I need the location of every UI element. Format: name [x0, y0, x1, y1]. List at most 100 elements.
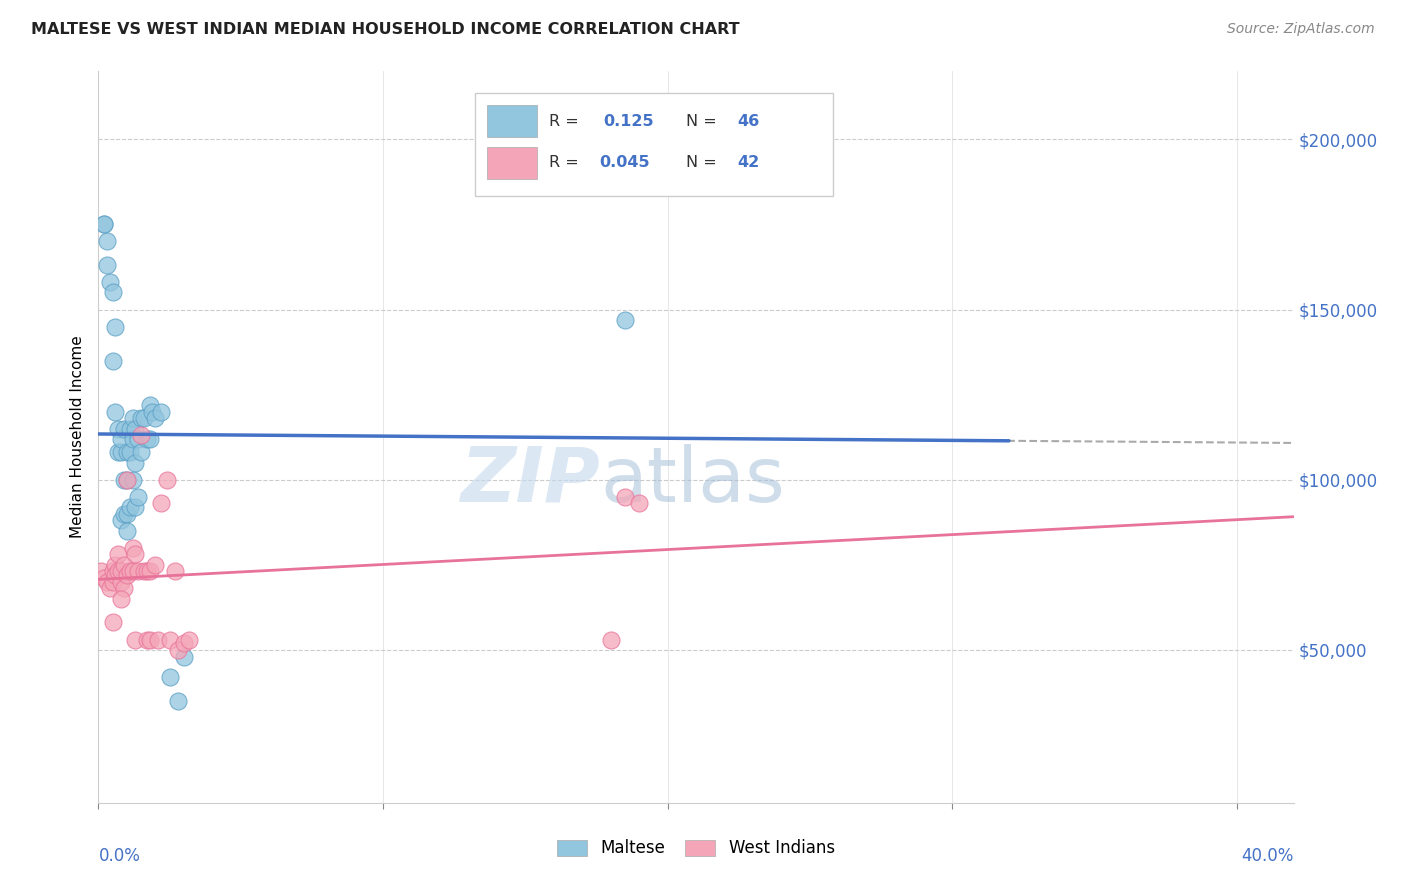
Text: 40.0%: 40.0%	[1241, 847, 1294, 864]
Text: ZIP: ZIP	[461, 444, 600, 518]
Text: atlas: atlas	[600, 444, 785, 518]
Point	[143, 558, 166, 572]
Point	[159, 632, 181, 647]
Point	[115, 524, 138, 538]
Point	[138, 565, 160, 579]
Point	[173, 636, 195, 650]
Point	[613, 312, 636, 326]
Point	[121, 432, 143, 446]
Point	[628, 496, 651, 510]
Text: 0.0%: 0.0%	[98, 847, 141, 864]
Point	[127, 432, 149, 446]
Point	[135, 565, 157, 579]
Point	[110, 574, 132, 589]
Point	[124, 548, 146, 562]
Point	[613, 490, 636, 504]
Point	[110, 565, 132, 579]
Point	[90, 565, 112, 579]
Point	[104, 319, 127, 334]
Point	[132, 565, 155, 579]
Point	[115, 567, 138, 582]
Point	[138, 432, 160, 446]
Point	[143, 411, 166, 425]
FancyBboxPatch shape	[486, 146, 537, 179]
Point	[138, 398, 160, 412]
Point	[115, 507, 138, 521]
Point	[110, 432, 132, 446]
Text: N =: N =	[686, 113, 723, 128]
Point	[167, 694, 190, 708]
Point	[112, 421, 135, 435]
Text: N =: N =	[686, 155, 723, 170]
Point	[101, 285, 124, 300]
Legend: Maltese, West Indians: Maltese, West Indians	[551, 832, 841, 864]
Point	[93, 571, 115, 585]
Point	[165, 565, 187, 579]
Point	[104, 404, 127, 418]
Point	[107, 421, 129, 435]
Point	[156, 473, 179, 487]
FancyBboxPatch shape	[475, 94, 834, 195]
Point	[93, 218, 115, 232]
Point	[121, 565, 143, 579]
Point	[135, 632, 157, 647]
Point	[121, 473, 143, 487]
Point	[159, 670, 181, 684]
Point	[179, 632, 201, 647]
Point	[124, 632, 146, 647]
Point	[112, 582, 135, 596]
Point	[115, 445, 138, 459]
Point	[107, 548, 129, 562]
Point	[107, 565, 129, 579]
Y-axis label: Median Household Income: Median Household Income	[69, 335, 84, 539]
Point	[121, 541, 143, 555]
Point	[112, 473, 135, 487]
Point	[98, 582, 121, 596]
Point	[150, 404, 173, 418]
Point	[138, 632, 160, 647]
Text: 42: 42	[738, 155, 761, 170]
Point	[148, 632, 170, 647]
Point	[118, 421, 141, 435]
Point	[167, 642, 190, 657]
Point	[118, 565, 141, 579]
Point	[129, 445, 152, 459]
Point	[115, 473, 138, 487]
Point	[124, 421, 146, 435]
Point	[112, 507, 135, 521]
Text: Source: ZipAtlas.com: Source: ZipAtlas.com	[1227, 22, 1375, 37]
Point	[110, 513, 132, 527]
Text: R =: R =	[548, 155, 583, 170]
Point	[110, 445, 132, 459]
Point	[127, 565, 149, 579]
Point	[101, 565, 124, 579]
Text: 0.125: 0.125	[603, 113, 654, 128]
Point	[96, 574, 118, 589]
Text: MALTESE VS WEST INDIAN MEDIAN HOUSEHOLD INCOME CORRELATION CHART: MALTESE VS WEST INDIAN MEDIAN HOUSEHOLD …	[31, 22, 740, 37]
Point	[98, 275, 121, 289]
Point	[112, 558, 135, 572]
Point	[118, 500, 141, 514]
Point	[129, 428, 152, 442]
Point	[115, 473, 138, 487]
Point	[101, 574, 124, 589]
Point	[124, 456, 146, 470]
Point	[141, 404, 163, 418]
Point	[110, 591, 132, 606]
Point	[93, 218, 115, 232]
Text: R =: R =	[548, 113, 583, 128]
Text: 46: 46	[738, 113, 761, 128]
Point	[599, 632, 621, 647]
Point	[132, 411, 155, 425]
Point	[127, 490, 149, 504]
Point	[129, 411, 152, 425]
Point	[173, 649, 195, 664]
Point	[96, 258, 118, 272]
Point	[150, 496, 173, 510]
Point	[96, 235, 118, 249]
Point	[104, 558, 127, 572]
Point	[121, 411, 143, 425]
Point	[101, 353, 124, 368]
Text: 0.045: 0.045	[599, 155, 650, 170]
Point	[118, 445, 141, 459]
